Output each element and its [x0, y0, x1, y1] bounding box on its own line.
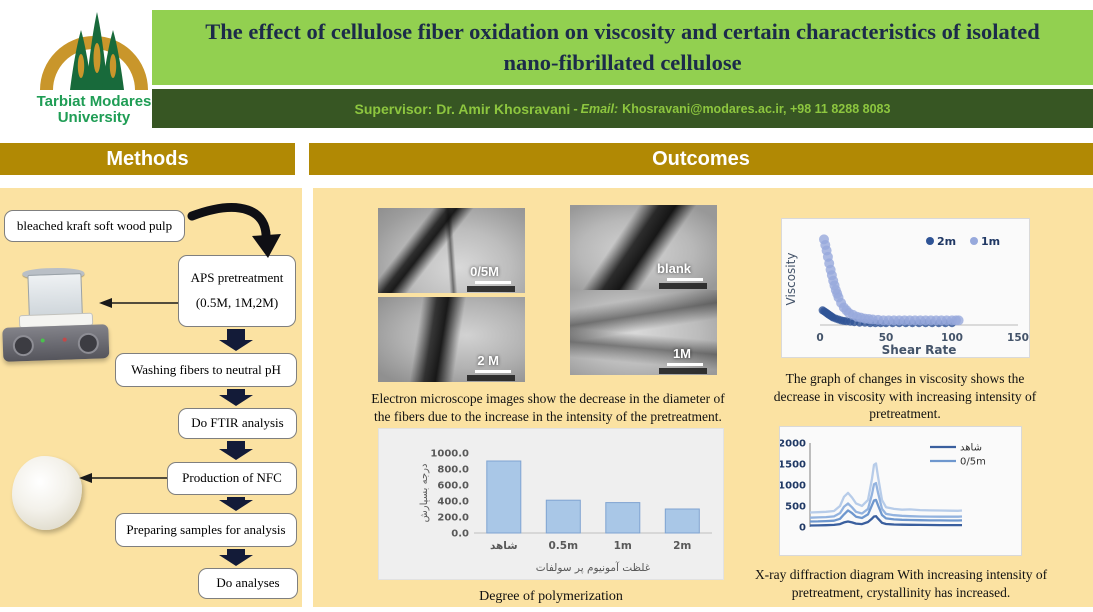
svg-text:شاهد: شاهد — [960, 443, 982, 454]
svg-text:200.0: 200.0 — [437, 513, 469, 524]
svg-text:درجه بسپارش: درجه بسپارش — [419, 464, 430, 523]
outcomes-panel: 0/5M blank 2 M 1M Electron microscope im… — [313, 188, 1093, 607]
svg-text:غلظت آمونیوم پر سولفات: غلظت آمونیوم پر سولفات — [536, 561, 651, 574]
svg-text:400.0: 400.0 — [437, 497, 469, 508]
poster-title-banner: The effect of cellulose fiber oxidation … — [152, 10, 1093, 85]
university-logo-icon — [40, 12, 148, 90]
micrograph-info-strip — [659, 368, 707, 374]
flow-step-pulp: bleached kraft soft wood pulp — [4, 210, 185, 242]
micrograph-caption: Electron microscope images show the decr… — [371, 391, 725, 424]
micrograph-2m: 2 M — [378, 297, 525, 382]
magnetic-stirrer-photo — [0, 266, 110, 374]
svg-text:100: 100 — [941, 332, 963, 344]
scale-bar — [667, 278, 703, 281]
flow-step-aps: APS pretreatment (0.5M, 1M,2M) — [178, 255, 296, 327]
supervisor-name: Supervisor: Dr. Amir Khosravani — [354, 100, 571, 117]
dp-chart-panel: 0.0 200.0 400.0 600.0 800.0 1000.0 درجه بسپارش… — [378, 428, 724, 580]
scale-bar — [475, 281, 511, 284]
flow-step-analyses: Do analyses — [198, 568, 298, 599]
svg-text:شاهد: شاهد — [490, 540, 518, 552]
xrd-chart-panel: 0 500 1000 1500 2000 شاهد 0/5m — [778, 426, 1022, 556]
svg-text:2m: 2m — [673, 540, 691, 552]
svg-text:Shear Rate: Shear Rate — [882, 343, 957, 357]
outcomes-section-header: Outcomes — [309, 143, 1093, 175]
xrd-chart: 0 500 1000 1500 2000 شاهد 0/5m — [778, 439, 986, 534]
svg-text:2m: 2m — [937, 235, 956, 248]
scale-bar — [475, 370, 511, 373]
micrograph-info-strip — [467, 286, 515, 292]
micrograph-05m: 0/5M — [378, 208, 525, 293]
dp-caption: Degree of polymerization — [479, 589, 623, 604]
svg-text:0.0: 0.0 — [451, 529, 469, 540]
flow-step-preparing: Preparing samples for analysis — [115, 513, 297, 547]
svg-text:0.5m: 0.5m — [548, 540, 578, 552]
scale-bar — [667, 363, 703, 366]
methods-section-header: Methods — [0, 143, 295, 175]
svg-text:1000.0: 1000.0 — [430, 449, 469, 460]
svg-text:1m: 1m — [614, 540, 632, 552]
svg-text:0: 0 — [816, 332, 823, 344]
svg-text:0/5m: 0/5m — [960, 457, 986, 468]
svg-text:50: 50 — [879, 332, 894, 344]
email-label: Email: — [580, 101, 619, 116]
svg-text:2000: 2000 — [780, 439, 806, 450]
svg-text:0: 0 — [799, 523, 806, 534]
svg-text:1500: 1500 — [780, 460, 806, 471]
svg-text:1000: 1000 — [780, 481, 806, 492]
university-name: Tarbiat Modares University — [36, 93, 152, 126]
flow-step-washing: Washing fibers to neutral pH — [115, 353, 297, 387]
viscosity-chart: 0 50 100 150 Shear Rate Viscosity 2m 1m — [784, 234, 1029, 357]
xrd-caption: X-ray diffraction diagram With increasin… — [754, 567, 1048, 600]
micrograph-info-strip — [659, 283, 707, 289]
viscosity-chart-panel: 0 50 100 150 Shear Rate Viscosity 2m 1m — [781, 218, 1030, 358]
svg-text:150: 150 — [1007, 332, 1029, 344]
micrograph-1m: 1M — [570, 290, 717, 375]
svg-text:1m: 1m — [981, 235, 1000, 248]
flow-step-nfc: Production of NFC — [167, 462, 297, 495]
micrograph-info-strip — [467, 375, 515, 381]
viscosity-caption: The graph of changes in viscosity shows … — [773, 371, 1037, 422]
university-logo: Tarbiat Modares University — [28, 4, 160, 140]
svg-text:600.0: 600.0 — [437, 481, 469, 492]
svg-text:Viscosity: Viscosity — [784, 253, 798, 306]
micrograph-blank: blank — [570, 205, 717, 290]
nfc-gel-photo — [12, 456, 82, 530]
supervisor-contact: Khosravani@modares.ac.ir, +98 11 8288 80… — [622, 101, 891, 116]
poster-title: The effect of cellulose fiber oxidation … — [205, 19, 1040, 75]
methods-panel: bleached kraft soft wood pulp APS pretre… — [0, 188, 302, 607]
svg-text:800.0: 800.0 — [437, 465, 469, 476]
supervisor-banner: Supervisor: Dr. Amir Khosravani - Email:… — [152, 89, 1093, 128]
svg-text:500: 500 — [785, 502, 806, 513]
flow-step-ftir: Do FTIR analysis — [178, 408, 297, 439]
